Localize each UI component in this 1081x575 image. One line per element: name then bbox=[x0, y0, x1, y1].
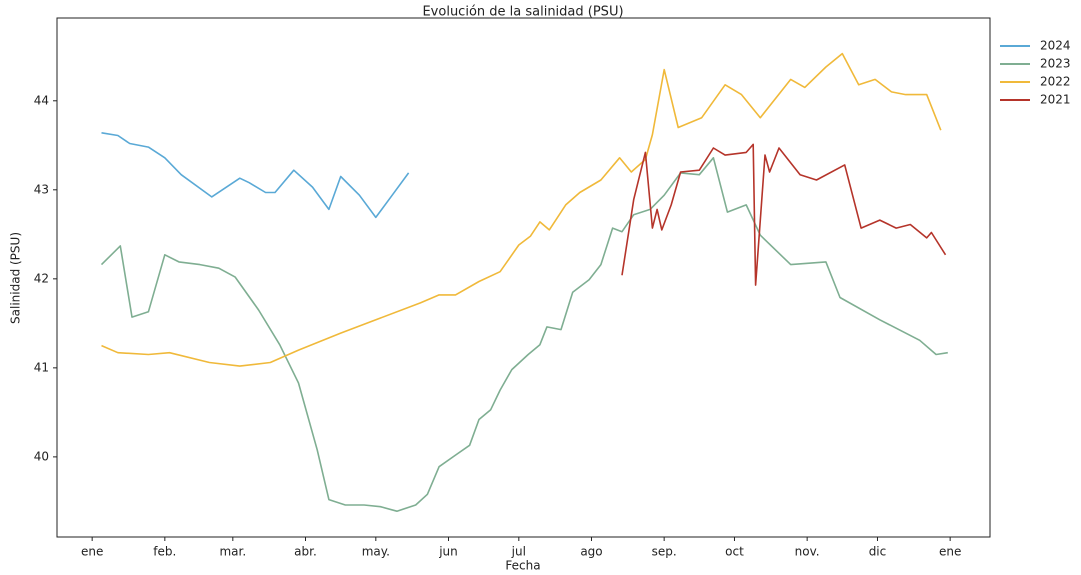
x-tick-label: abr. bbox=[294, 545, 317, 559]
series-line bbox=[621, 143, 947, 286]
y-tick-label: 43 bbox=[34, 182, 49, 196]
legend-label: 2024 bbox=[1040, 39, 1071, 53]
legend-label: 2022 bbox=[1040, 75, 1071, 89]
x-tick-label: ene bbox=[939, 545, 961, 559]
series-line bbox=[101, 132, 410, 219]
x-tick-label: nov. bbox=[795, 545, 820, 559]
plot-frame bbox=[56, 17, 991, 538]
x-tick-label: mar. bbox=[219, 545, 246, 559]
x-tick-label: oct bbox=[725, 545, 744, 559]
x-tick-label: ago bbox=[580, 545, 602, 559]
x-tick-label: sep. bbox=[652, 545, 677, 559]
y-tick-label: 40 bbox=[34, 449, 49, 463]
x-tick-label: dic bbox=[869, 545, 887, 559]
x-axis-label: Fecha bbox=[505, 559, 540, 573]
series-line bbox=[101, 52, 942, 367]
y-axis-label: Salinidad (PSU) bbox=[9, 232, 23, 324]
legend-label: 2023 bbox=[1040, 57, 1071, 71]
legend-label: 2021 bbox=[1040, 93, 1071, 107]
x-tick-label: may. bbox=[362, 545, 390, 559]
x-tick-label: feb. bbox=[153, 545, 176, 559]
series-line bbox=[100, 157, 948, 512]
x-tick-label: ene bbox=[81, 545, 103, 559]
y-tick-label: 41 bbox=[34, 360, 49, 374]
x-tick-label: jul bbox=[511, 545, 526, 559]
y-tick-label: 44 bbox=[34, 93, 49, 107]
x-tick-label: jun bbox=[438, 545, 458, 559]
chart-title: Evolución de la salinidad (PSU) bbox=[422, 5, 623, 20]
y-tick-label: 42 bbox=[34, 271, 49, 285]
